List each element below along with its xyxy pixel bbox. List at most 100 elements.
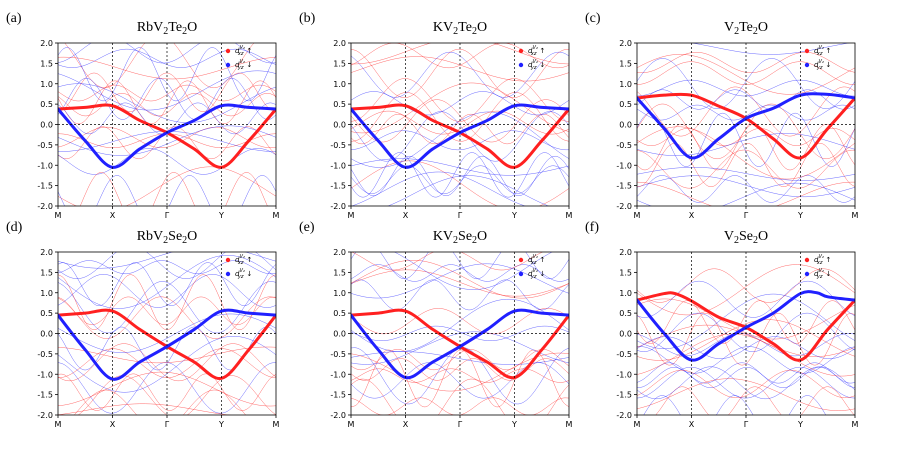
legend-label: dV₂ xz ↑ <box>528 45 545 57</box>
legend-spin-arrow: ↑ <box>539 47 545 55</box>
background-band <box>637 313 855 366</box>
legend-label: dV₂ xz ↑ <box>235 254 252 266</box>
background-band <box>637 126 855 180</box>
legend-subscript: yz <box>237 65 244 71</box>
background-band <box>58 281 276 334</box>
background-band <box>637 333 855 377</box>
legend-spin-arrow: ↓ <box>539 61 545 69</box>
title-subscript: 2 <box>734 235 739 246</box>
legend-label: dV₂ xz ↑ <box>528 254 545 266</box>
background-band <box>637 366 855 399</box>
x-tick-label: M <box>566 420 573 429</box>
legend-label: dV₂ yz ↓ <box>814 59 831 71</box>
band-dyz-down <box>351 308 569 380</box>
y-tick-label: 1.5 <box>333 268 346 277</box>
background-band <box>351 165 569 195</box>
band-dxz-up <box>637 291 855 362</box>
title-part: RbV <box>137 229 163 244</box>
legend-marker <box>225 48 231 54</box>
background-band <box>58 373 276 411</box>
title-part: Te <box>458 20 472 35</box>
y-tick-label: 1.0 <box>333 289 346 298</box>
x-tick-label: X <box>110 211 116 220</box>
title-subscript: 2 <box>734 26 739 37</box>
x-tick-label: Γ <box>165 211 170 220</box>
background-band <box>58 56 276 80</box>
legend-superscript: V₂ <box>532 268 537 274</box>
title-part: KV <box>433 20 453 35</box>
title-part: O <box>758 229 768 244</box>
y-tick-label: 1.5 <box>40 59 53 68</box>
x-tick-label: Γ <box>165 420 170 429</box>
x-tick-label: M <box>634 211 641 220</box>
legend-spin-arrow: ↑ <box>246 256 252 264</box>
background-band <box>58 43 276 64</box>
y-tick-label: -0.5 <box>330 350 346 359</box>
background-band <box>73 389 247 415</box>
legend-subscript: xz <box>816 260 823 266</box>
background-band <box>637 175 855 203</box>
y-tick-label: -2.0 <box>616 411 632 420</box>
y-tick-label: -1.5 <box>37 182 53 191</box>
y-tick-label: 1.0 <box>333 80 346 89</box>
y-tick-label: 0.5 <box>40 309 53 318</box>
background-band <box>637 319 855 361</box>
legend-superscript: V₂ <box>532 59 537 65</box>
background-band <box>351 260 569 299</box>
panel-title: RbV2Te2O <box>137 20 197 37</box>
legend-subscript: xz <box>237 51 244 57</box>
x-tick-label: M <box>55 211 62 220</box>
legend-symbol: d <box>528 270 533 278</box>
title-part: O <box>187 229 197 244</box>
panel-title: V2Se2O <box>724 229 768 246</box>
legend-label: dV₂ xz ↑ <box>814 45 831 57</box>
title-subscript: 2 <box>753 235 758 246</box>
y-tick-label: 2.0 <box>40 39 53 48</box>
background-band <box>637 264 855 316</box>
panel-tag: (d) <box>6 220 23 235</box>
legend-subscript: xz <box>237 260 244 266</box>
y-tick-label: 1.0 <box>40 80 53 89</box>
band-dyz-down <box>637 290 855 362</box>
y-tick-label: -1.0 <box>330 161 346 170</box>
legend-label: dV₂ yz ↓ <box>235 268 252 280</box>
band-panel: 2.01.51.00.50.0-0.5-1.0-1.5-2.0M X Γ Y M(d)R… <box>6 220 280 429</box>
panel-title: KV2Se2O <box>433 229 487 246</box>
x-tick-label: M <box>348 420 355 429</box>
y-tick-label: 1.0 <box>40 289 53 298</box>
legend-marker <box>804 48 810 54</box>
x-tick-label: M <box>852 420 859 429</box>
background-band <box>58 47 276 102</box>
legend-superscript: V₂ <box>532 254 537 260</box>
legend-symbol: d <box>814 61 819 69</box>
legend-label: dV₂ yz ↓ <box>528 268 545 280</box>
background-band <box>637 369 855 399</box>
x-tick-label: X <box>689 420 695 429</box>
x-tick-label: M <box>852 211 859 220</box>
background-band <box>637 293 855 349</box>
y-tick-label: -0.5 <box>616 141 632 150</box>
legend-superscript: V₂ <box>239 254 244 260</box>
band-panel: 2.01.51.00.50.0-0.5-1.0-1.5-2.0M X Γ Y M(f)V… <box>585 220 859 429</box>
plot-area <box>637 264 855 415</box>
legend-symbol: d <box>814 256 819 264</box>
x-tick-label: M <box>273 211 280 220</box>
title-part: RbV <box>137 20 163 35</box>
title-subscript: 2 <box>163 235 168 246</box>
background-band <box>58 346 276 364</box>
x-tick-label: Y <box>797 420 803 429</box>
panel-tag: (e) <box>299 220 315 235</box>
x-tick-label: Y <box>218 211 224 220</box>
legend-marker <box>804 257 810 263</box>
band-dyz-down <box>58 308 276 381</box>
background-band <box>637 124 855 171</box>
background-band <box>637 167 855 181</box>
y-tick-label: -0.5 <box>330 141 346 150</box>
legend-superscript: V₂ <box>818 59 823 65</box>
title-part: V <box>724 229 734 244</box>
legend-label: dV₂ yz ↓ <box>528 59 545 71</box>
title-subscript: 2 <box>453 26 458 37</box>
legend-marker <box>518 257 524 263</box>
y-tick-label: -1.5 <box>330 182 346 191</box>
